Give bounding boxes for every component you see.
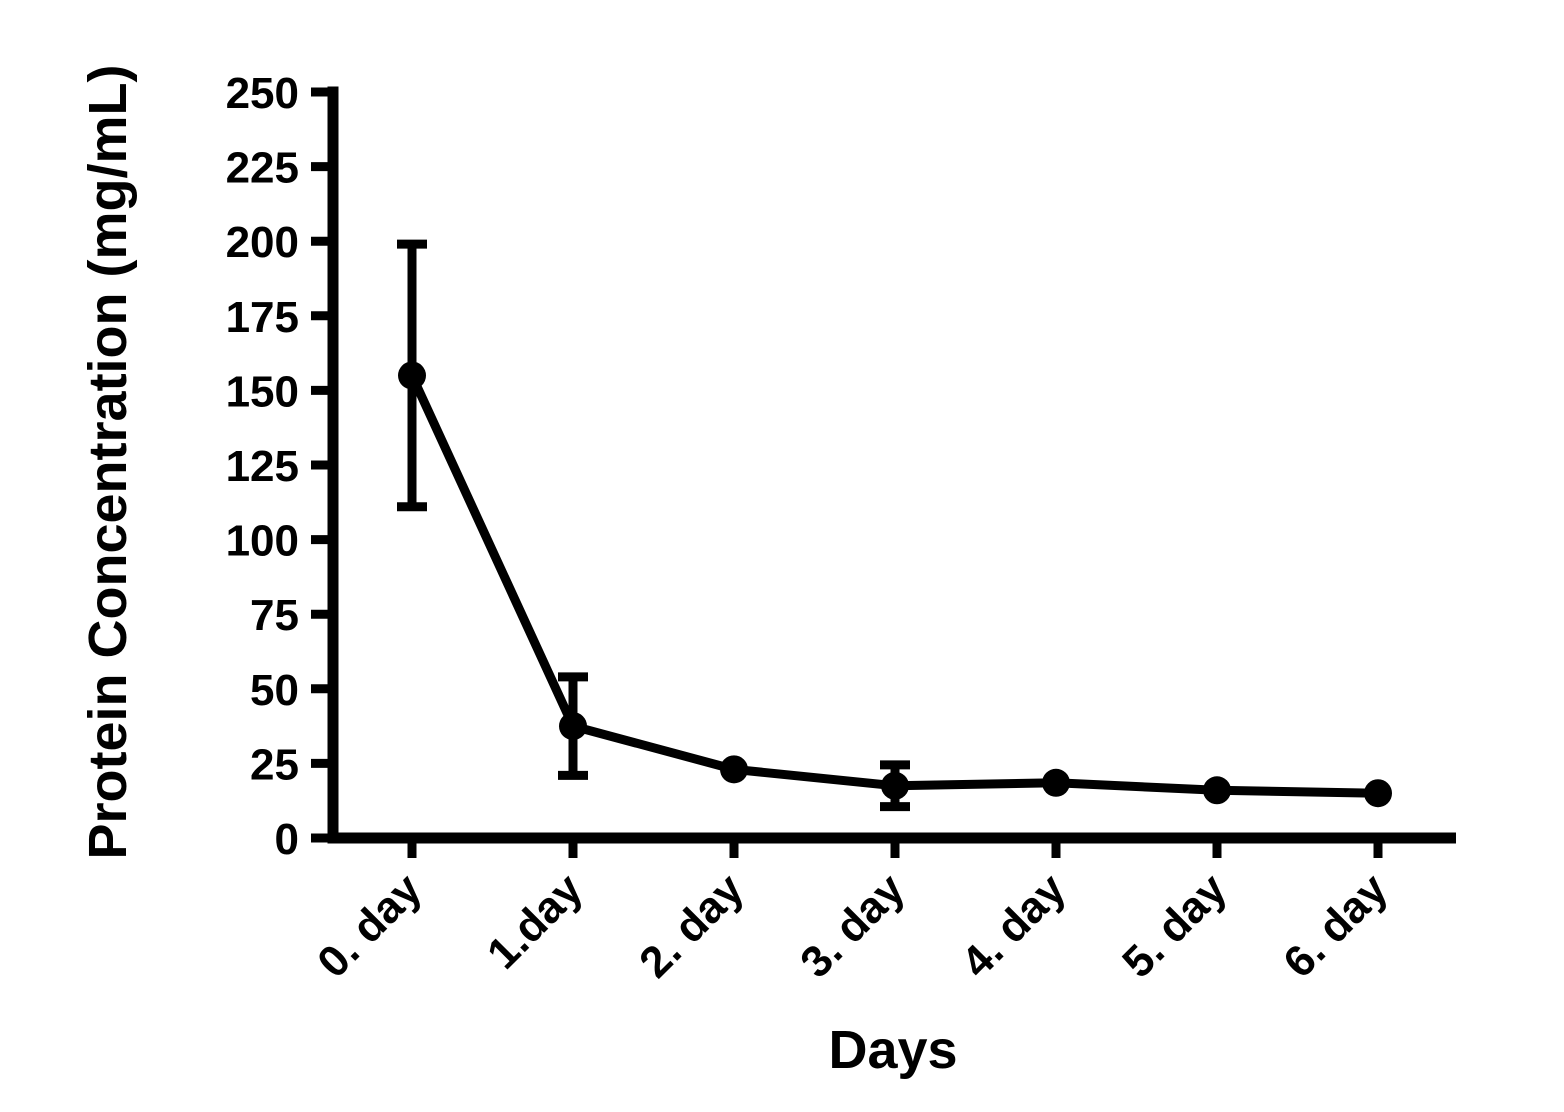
- y-tick-label: 200: [226, 218, 299, 267]
- y-tick-label: 25: [250, 740, 299, 789]
- x-tick-label: 0. day: [308, 864, 431, 987]
- data-point-marker: [720, 755, 748, 784]
- x-tick-label: 6. day: [1274, 864, 1397, 987]
- data-point-marker: [881, 771, 909, 800]
- x-tick-label: 4. day: [952, 864, 1075, 987]
- y-tick-label: 100: [226, 517, 299, 566]
- y-axis-title: Protein Concentration (mg/mL): [78, 65, 138, 860]
- plot-area: 0 25 50 75 100 125 150 175 200 225 250 0. day 1.day 2…: [226, 69, 1456, 987]
- y-tick-label: 75: [250, 591, 299, 640]
- x-axis-title: Days: [828, 1020, 957, 1080]
- y-tick-label: 150: [226, 367, 299, 416]
- data-point-marker: [398, 361, 426, 390]
- data-point-marker: [1203, 776, 1231, 805]
- data-point-marker: [559, 712, 587, 741]
- x-tick-label: 5. day: [1113, 864, 1236, 987]
- data-point-marker: [1364, 779, 1392, 808]
- y-tick-label: 250: [226, 69, 299, 118]
- y-tick-label: 50: [250, 666, 299, 715]
- y-tick-label: 0: [275, 815, 299, 864]
- y-tick-label: 225: [226, 144, 299, 193]
- data-line: [407, 373, 1379, 798]
- y-tick-label: 175: [226, 293, 299, 342]
- x-tick-label: 2. day: [630, 864, 753, 987]
- data-point-marker: [1042, 768, 1070, 797]
- x-tick-label: 1.day: [478, 864, 593, 979]
- y-tick-label: 125: [226, 442, 299, 491]
- x-tick-label: 3. day: [791, 864, 914, 987]
